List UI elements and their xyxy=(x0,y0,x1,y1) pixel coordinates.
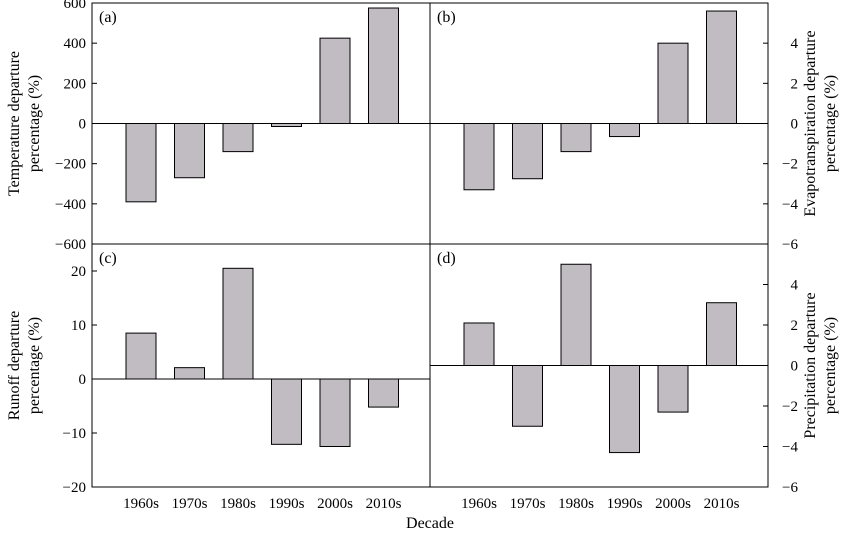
bar xyxy=(368,378,399,408)
x-tick-label: 2010s xyxy=(704,496,740,512)
panel-label: (c) xyxy=(99,250,117,267)
x-tick-label: 1960s xyxy=(123,496,159,512)
panel-a: (a) −600 −400 −200 0 200 400 600 Temperature dep… xyxy=(6,0,431,253)
panel-c: (c) −20 −10 0 10 20 Runoff departure percentage… xyxy=(6,243,431,512)
y-axis-label: Temperature departure percentage (%) xyxy=(6,51,43,196)
bar xyxy=(706,10,737,124)
x-tick-label: 1980s xyxy=(558,496,594,512)
bar xyxy=(657,365,689,413)
x-tick-label: 1990s xyxy=(607,496,643,512)
y-tick-label: 0 xyxy=(791,359,799,375)
y-tick-label: 10 xyxy=(71,318,86,334)
bar xyxy=(319,37,351,124)
y-axis-label: Precipitation departure percentage (%) xyxy=(802,292,839,438)
y-tick-label: 4 xyxy=(791,36,799,52)
x-axis-label: Decade xyxy=(406,515,454,532)
y-tick-label: −2 xyxy=(782,157,798,173)
bar xyxy=(222,267,254,380)
bar xyxy=(463,123,495,191)
y-tick-label: 600 xyxy=(64,0,87,12)
bar xyxy=(657,42,689,125)
y-tick-label: 20 xyxy=(71,264,86,280)
bar xyxy=(609,123,640,138)
y-tick-label: −10 xyxy=(63,426,86,442)
y-axis-label-line: percentage (%) xyxy=(26,75,43,172)
y-tick-label: −20 xyxy=(63,480,86,496)
y-tick-label: −4 xyxy=(782,440,798,456)
bar xyxy=(706,302,737,367)
y-axis-label-line: Evapotranspiration departure xyxy=(802,30,819,216)
panel-label: (b) xyxy=(437,9,456,26)
y-tick-label: −2 xyxy=(782,399,798,415)
y-tick-label: 0 xyxy=(79,372,87,388)
y-tick-label: 0 xyxy=(79,117,87,133)
y-axis-label-line: Temperature departure xyxy=(6,51,23,196)
y-axis-label: Runoff departure percentage (%) xyxy=(6,311,43,420)
y-tick-label: −6 xyxy=(782,480,798,496)
panel-label: (d) xyxy=(437,250,456,267)
x-tick-label: 2010s xyxy=(366,496,402,512)
bar xyxy=(463,322,495,367)
y-tick-label: 2 xyxy=(791,318,799,334)
y-axis-label-line: Runoff departure xyxy=(6,311,23,420)
x-tick-label: 1960s xyxy=(461,496,497,512)
y-tick-label: −400 xyxy=(55,197,86,213)
bar xyxy=(222,123,254,153)
x-tick-label: 2000s xyxy=(317,496,353,512)
bar xyxy=(560,263,592,366)
panel-b: (b) −6 −4 −2 0 2 4 Evapotranspiration departure… xyxy=(429,2,839,253)
x-tick-label: 2000s xyxy=(655,496,691,512)
bar xyxy=(174,123,205,179)
y-axis-label: Evapotranspiration departure percentage (… xyxy=(802,30,839,216)
y-tick-label: 0 xyxy=(791,117,799,133)
panel-label: (a) xyxy=(99,9,117,26)
y-tick-label: 400 xyxy=(64,36,87,52)
y-axis-label-line: percentage (%) xyxy=(822,317,839,414)
y-tick-label: 200 xyxy=(64,76,87,92)
bar xyxy=(319,378,351,447)
bar xyxy=(368,7,399,124)
bar xyxy=(512,123,543,180)
y-axis-label-line: percentage (%) xyxy=(822,75,839,172)
y-tick-label: −600 xyxy=(55,237,86,253)
bar xyxy=(271,378,302,445)
bar xyxy=(174,367,205,380)
x-tick-label: 1980s xyxy=(220,496,256,512)
bar xyxy=(560,123,592,153)
y-tick-label: −200 xyxy=(55,157,86,173)
bar xyxy=(125,332,157,380)
y-tick-label: −6 xyxy=(782,237,798,253)
x-tick-label: 1990s xyxy=(269,496,305,512)
y-axis-label-line: percentage (%) xyxy=(26,317,43,414)
bar xyxy=(609,365,640,454)
y-tick-label: 2 xyxy=(791,76,799,92)
y-tick-label: 4 xyxy=(791,278,799,294)
y-tick-label: −4 xyxy=(782,197,798,213)
bar xyxy=(125,123,157,203)
bar xyxy=(512,365,543,427)
y-axis-label-line: Precipitation departure xyxy=(802,292,819,438)
x-tick-label: 1970s xyxy=(510,496,546,512)
x-tick-label: 1970s xyxy=(172,496,208,512)
